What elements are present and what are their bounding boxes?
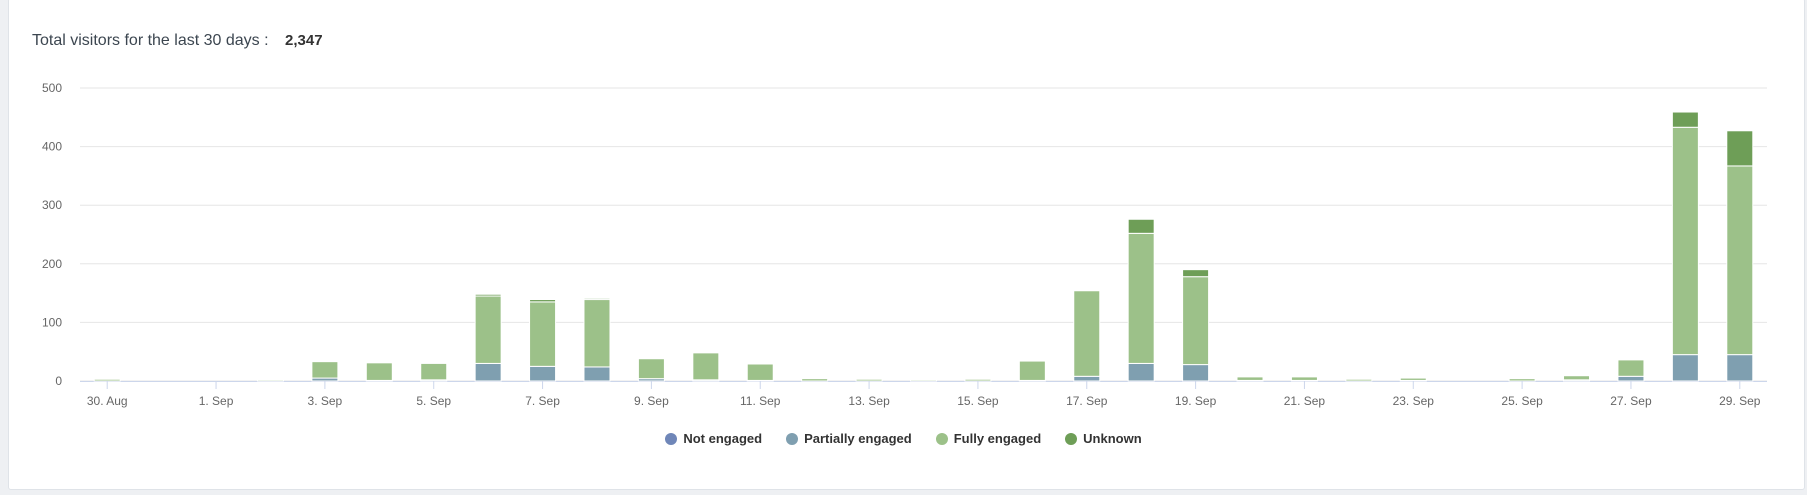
x-tick-label: 29. Sep bbox=[1719, 394, 1761, 408]
bar-segment bbox=[1726, 130, 1754, 167]
x-tick-label: 19. Sep bbox=[1175, 394, 1217, 408]
legend-label: Unknown bbox=[1083, 431, 1142, 446]
bar-segment bbox=[474, 362, 502, 382]
y-tick-label: 400 bbox=[42, 140, 62, 154]
x-tick-label: 3. Sep bbox=[308, 394, 343, 408]
x-tick-label: 7. Sep bbox=[525, 394, 560, 408]
bar-segment bbox=[529, 301, 557, 367]
legend-dot-icon bbox=[786, 432, 799, 445]
bar-segment bbox=[692, 352, 720, 381]
legend-dot-icon bbox=[935, 432, 948, 445]
bar-segment bbox=[1073, 290, 1101, 377]
bar-segment bbox=[1073, 375, 1101, 382]
bar-segment bbox=[529, 299, 557, 303]
stacked-bar-chart: 0 100 200 300 400 500 30. Aug 1. Sep 3. Sep 5. Se… bbox=[42, 81, 1767, 408]
x-tick-label: 17. Sep bbox=[1066, 394, 1108, 408]
legend-dot-icon bbox=[665, 432, 678, 445]
legend-label: Not engaged bbox=[683, 431, 763, 446]
y-tick-label: 200 bbox=[42, 257, 62, 271]
x-tick-label: 13. Sep bbox=[848, 394, 890, 408]
bar-segment bbox=[1399, 377, 1427, 381]
x-tick-label: 21. Sep bbox=[1284, 394, 1326, 408]
x-tick-label: 15. Sep bbox=[957, 394, 999, 408]
chart-panel bbox=[8, 0, 1805, 490]
bar-segment bbox=[1290, 376, 1318, 381]
bar-segment bbox=[1617, 375, 1645, 382]
bar-segment bbox=[1127, 232, 1155, 364]
y-tick-label: 500 bbox=[42, 81, 62, 95]
legend-label: Fully engaged bbox=[953, 431, 1042, 446]
bar-segment bbox=[256, 379, 284, 382]
bar-segment bbox=[1508, 378, 1536, 382]
bar-segment bbox=[1617, 359, 1645, 377]
bar-segment bbox=[910, 379, 937, 382]
total-visitors-count: 2,347 bbox=[285, 32, 323, 49]
bar-segment bbox=[964, 378, 992, 382]
x-tick-label: 25. Sep bbox=[1501, 394, 1543, 408]
bar-segment bbox=[311, 361, 339, 379]
bar-segment bbox=[1671, 111, 1699, 128]
legend-label: Partially engaged bbox=[804, 431, 912, 446]
legend-item-unknown[interactable]: Unknown bbox=[1065, 431, 1142, 446]
summary-label: Total visitors for the last 30 days : bbox=[32, 32, 269, 49]
visitors-summary: Total visitors for the last 30 days : 2,… bbox=[32, 32, 323, 50]
x-tick-label: 30. Aug bbox=[87, 394, 128, 408]
y-tick-label: 100 bbox=[42, 315, 62, 329]
bar-segment bbox=[583, 366, 611, 382]
bar-segment bbox=[474, 293, 502, 297]
bar-segment bbox=[1182, 364, 1210, 382]
bar-segment bbox=[365, 362, 393, 381]
x-tick-label: 9. Sep bbox=[634, 394, 669, 408]
y-tick-label: 300 bbox=[42, 198, 62, 212]
x-tick-label: 1. Sep bbox=[199, 394, 234, 408]
bar-segment bbox=[1726, 354, 1754, 382]
bar-segment bbox=[529, 365, 557, 382]
bar-segment bbox=[1671, 354, 1699, 382]
legend-item-fully-engaged[interactable]: Fully engaged bbox=[935, 431, 1042, 446]
bar-segment bbox=[855, 378, 883, 382]
bar-segment bbox=[1671, 126, 1699, 356]
bar-segment bbox=[583, 297, 611, 301]
x-tick-label: 27. Sep bbox=[1610, 394, 1652, 408]
bar-segment bbox=[1563, 375, 1591, 381]
x-tick-label: 5. Sep bbox=[416, 394, 451, 408]
bar-segment bbox=[1726, 165, 1754, 356]
legend-item-partially-engaged[interactable]: Partially engaged bbox=[786, 431, 912, 446]
x-tick-label: 11. Sep bbox=[740, 394, 781, 408]
bar-segment bbox=[1236, 376, 1264, 381]
x-tick-label: 23. Sep bbox=[1393, 394, 1435, 408]
bar-segment bbox=[1018, 360, 1046, 381]
bar-segment bbox=[1127, 362, 1155, 382]
chart-legend: Not engaged Partially engaged Fully enga… bbox=[0, 431, 1807, 446]
bar-segment bbox=[93, 378, 121, 382]
bar-segment bbox=[1182, 276, 1210, 366]
bar-segment bbox=[801, 378, 829, 382]
legend-dot-icon bbox=[1065, 432, 1078, 445]
bar-segment bbox=[420, 362, 448, 381]
y-tick-label: 0 bbox=[55, 374, 62, 388]
bar-segment bbox=[474, 295, 502, 364]
bar-segment bbox=[637, 358, 665, 380]
bar-segment bbox=[1127, 218, 1155, 234]
bar-segment bbox=[1182, 269, 1210, 278]
bar-segment bbox=[746, 363, 774, 381]
bar-segment bbox=[583, 299, 611, 368]
bar-segment bbox=[1345, 378, 1373, 382]
legend-item-not-engaged[interactable]: Not engaged bbox=[665, 431, 762, 446]
